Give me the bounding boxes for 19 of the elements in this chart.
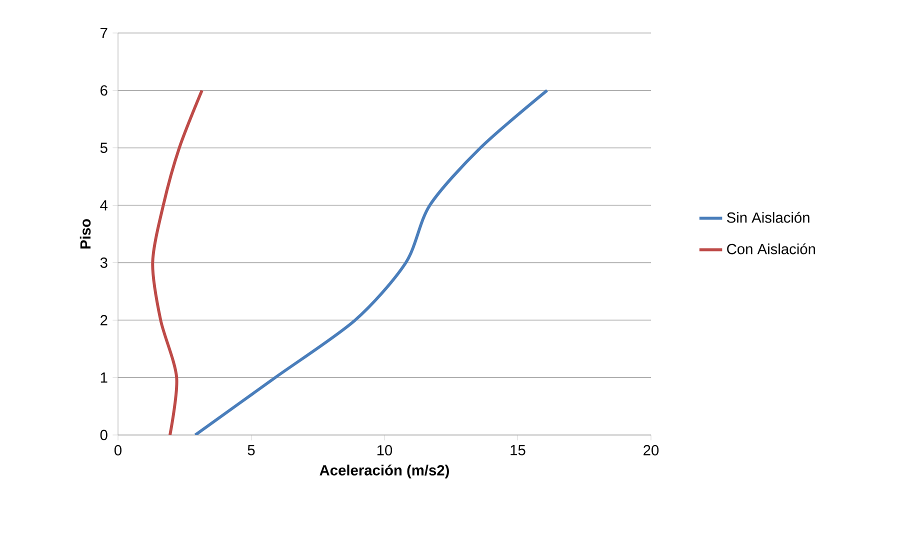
x-tick-label: 0	[114, 445, 122, 456]
line-series	[151, 88, 204, 435]
y-tick-label: 3	[100, 258, 108, 268]
line-series	[194, 88, 549, 435]
legend-label: Con Aislación	[727, 243, 816, 254]
x-tick-label: 15	[510, 445, 526, 456]
x-tick-label: 20	[644, 445, 659, 456]
y-tick-label: 2	[100, 315, 108, 326]
legend-label: Sin Aislación	[727, 212, 810, 223]
x-tick-label: 10	[377, 445, 392, 456]
x-tick-label: 5	[248, 445, 255, 456]
y-tick-label: 4	[100, 200, 108, 210]
x-axis-title: Aceleración (m/s2)	[320, 464, 449, 478]
y-axis-title: Piso	[80, 219, 91, 248]
y-tick-label: 7	[100, 28, 108, 38]
y-tick-label: 0	[100, 430, 108, 440]
y-tick-label: 5	[100, 142, 108, 153]
y-tick-label: 1	[100, 372, 108, 383]
y-tick-label: 6	[100, 85, 108, 96]
